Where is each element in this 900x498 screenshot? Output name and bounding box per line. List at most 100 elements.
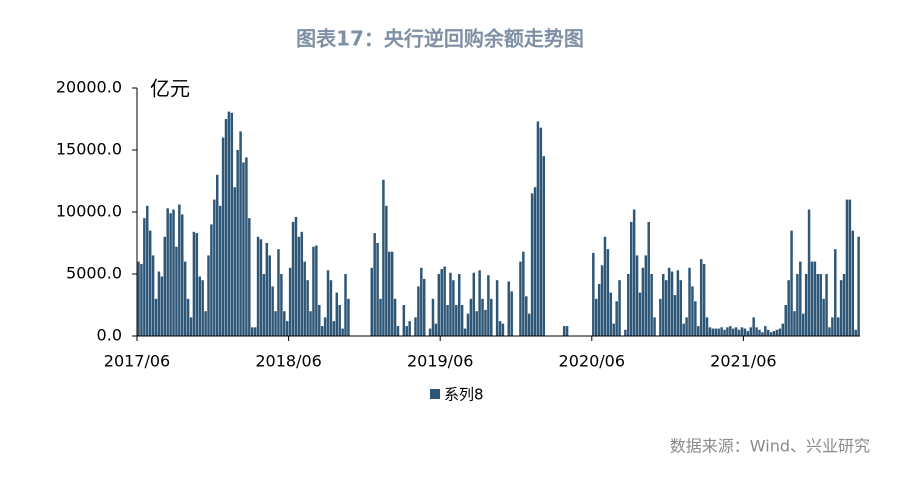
y-tick-label: 10000.0 — [56, 202, 122, 221]
bar — [259, 239, 263, 336]
bar — [239, 131, 242, 336]
y-axis-label: 亿元 — [150, 77, 190, 101]
bar — [207, 255, 210, 336]
bar — [565, 326, 569, 336]
bar — [210, 224, 213, 336]
bar — [460, 305, 464, 336]
bar — [801, 313, 805, 336]
bar — [522, 251, 525, 336]
bar — [723, 329, 726, 336]
bar — [734, 327, 738, 336]
bar — [834, 249, 837, 336]
bar — [650, 274, 653, 336]
bar — [466, 313, 470, 336]
bar — [288, 267, 292, 336]
bar — [662, 274, 665, 336]
bar — [440, 269, 443, 336]
bar — [192, 231, 196, 336]
bar — [148, 230, 152, 336]
bar — [799, 261, 802, 336]
bar — [291, 221, 295, 336]
bar — [775, 329, 779, 336]
bar — [396, 326, 400, 336]
bar — [533, 187, 537, 336]
bar — [457, 274, 461, 336]
bar — [154, 298, 158, 336]
bar — [224, 119, 228, 336]
bar — [635, 255, 639, 336]
x-tick-label: 2020/06 — [559, 352, 625, 371]
bar — [597, 283, 601, 336]
bar — [848, 199, 852, 336]
bar — [437, 274, 441, 336]
bar — [382, 179, 385, 336]
bar — [140, 264, 143, 336]
bar — [472, 272, 476, 336]
y-tick-label: 20000.0 — [56, 78, 122, 97]
bar — [667, 267, 671, 336]
bar — [711, 328, 715, 336]
bar — [603, 236, 607, 336]
bar — [405, 326, 408, 336]
bar — [691, 286, 694, 336]
bar — [752, 317, 755, 336]
bar — [737, 329, 741, 336]
bar — [250, 327, 254, 336]
bar — [851, 230, 855, 336]
bar — [641, 267, 645, 336]
legend-swatch — [430, 389, 440, 399]
bar — [720, 327, 723, 336]
source-note: 数据来源：Wind、兴业研究 — [670, 437, 870, 456]
bar — [726, 327, 729, 336]
bar — [697, 326, 700, 336]
bar — [309, 311, 312, 336]
bar — [335, 292, 339, 336]
bar — [767, 329, 770, 336]
bar — [638, 292, 642, 336]
bar — [300, 231, 304, 336]
bar — [143, 218, 146, 336]
bar — [422, 278, 426, 336]
x-tick-label: 2017/06 — [104, 352, 170, 371]
bar — [618, 280, 621, 336]
bar — [592, 252, 595, 336]
bar — [312, 246, 315, 336]
bar — [385, 205, 388, 336]
bar — [490, 298, 493, 336]
bar — [755, 327, 758, 336]
bar — [178, 204, 181, 336]
bar — [705, 317, 709, 336]
bar — [151, 255, 155, 336]
bar — [253, 327, 257, 336]
bar — [804, 274, 808, 336]
bar — [326, 270, 330, 336]
x-tick-label: 2021/06 — [710, 352, 776, 371]
bar — [682, 323, 685, 336]
bar — [769, 332, 773, 336]
bar — [714, 328, 718, 336]
bar — [527, 313, 531, 336]
bar — [670, 271, 674, 336]
bar — [408, 321, 411, 336]
bar — [659, 298, 662, 336]
bar — [338, 305, 341, 336]
bar — [679, 280, 683, 336]
bar — [676, 270, 680, 336]
bar — [761, 332, 764, 336]
bar — [831, 317, 834, 336]
bar — [481, 298, 484, 336]
bar — [743, 328, 747, 336]
bar — [822, 298, 825, 336]
bar — [647, 221, 650, 336]
bar — [160, 276, 164, 336]
bar — [519, 261, 522, 336]
bar — [793, 311, 796, 336]
bar — [428, 328, 432, 336]
bar — [341, 328, 344, 336]
bar — [615, 301, 618, 336]
bar — [778, 328, 782, 336]
bar — [315, 245, 318, 336]
bar — [379, 298, 382, 336]
bar — [525, 296, 528, 336]
bar — [807, 209, 811, 336]
